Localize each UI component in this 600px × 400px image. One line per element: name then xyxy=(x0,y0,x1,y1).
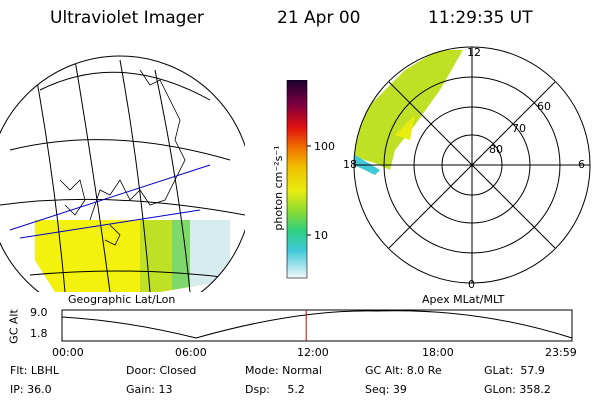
filter-info: Flt: LBHL xyxy=(10,364,59,377)
altitude-axis-label: GC Alt xyxy=(7,309,21,344)
auroral-oval-image xyxy=(354,50,463,170)
observation-date: 21 Apr 00 xyxy=(277,8,361,28)
observation-time: 11:29:35 UT xyxy=(428,8,533,28)
instrument-title: Ultraviolet Imager xyxy=(50,8,204,28)
time-tick-2359: 23:59 xyxy=(545,346,577,359)
mlt-label-6: 6 xyxy=(578,158,585,171)
polar-mlat-mlt-plot xyxy=(353,46,591,284)
globe-limb xyxy=(0,55,245,292)
colorbar xyxy=(286,80,311,279)
time-tick-0600: 06:00 xyxy=(175,346,207,359)
ip-info: IP: 36.0 xyxy=(10,383,52,396)
mlt-label-12: 12 xyxy=(467,46,481,59)
colorbar-tick-100: 100 xyxy=(314,140,335,153)
geo-lat-info: GLat: 57.9 xyxy=(484,364,545,377)
mlat-label-70: 70 xyxy=(512,122,526,135)
gc-altitude-info: GC Alt: 8.0 Re xyxy=(365,364,442,377)
altitude-plot-frame xyxy=(61,309,573,342)
left-panel-caption: Geographic Lat/Lon xyxy=(68,293,176,306)
sequence-info: Seq: 39 xyxy=(365,383,407,396)
mode-info: Mode: Normal xyxy=(245,364,322,377)
mlat-label-60: 60 xyxy=(537,100,551,113)
mlt-label-0: 0 xyxy=(468,278,475,291)
time-tick-1200: 12:00 xyxy=(297,346,329,359)
door-info: Door: Closed xyxy=(126,364,197,377)
time-tick-1800: 18:00 xyxy=(422,346,454,359)
colorbar-unit-label: photon cm⁻²s⁻¹ xyxy=(272,145,285,231)
altitude-tick-low: 1.8 xyxy=(30,327,48,340)
terminator-track xyxy=(9,164,211,239)
altitude-curve xyxy=(61,310,573,339)
right-panel-caption: Apex MLat/MLT xyxy=(422,293,505,306)
coastlines xyxy=(59,69,186,246)
dsp-info: Dsp: 5.2 xyxy=(245,383,305,396)
time-tick-0000: 00:00 xyxy=(52,346,84,359)
geographic-map xyxy=(0,55,245,292)
altitude-plot xyxy=(61,309,573,342)
colorbar-tick-10: 10 xyxy=(314,229,328,242)
gain-info: Gain: 13 xyxy=(126,383,173,396)
mlat-label-80: 80 xyxy=(489,143,503,156)
uv-image-patch xyxy=(35,220,230,292)
polar-grid xyxy=(353,46,591,284)
altitude-tick-high: 9.0 xyxy=(30,306,48,319)
geo-lon-info: GLon: 358.2 xyxy=(484,383,551,396)
lat-lon-grid xyxy=(0,59,245,292)
mlt-label-18: 18 xyxy=(343,158,357,171)
